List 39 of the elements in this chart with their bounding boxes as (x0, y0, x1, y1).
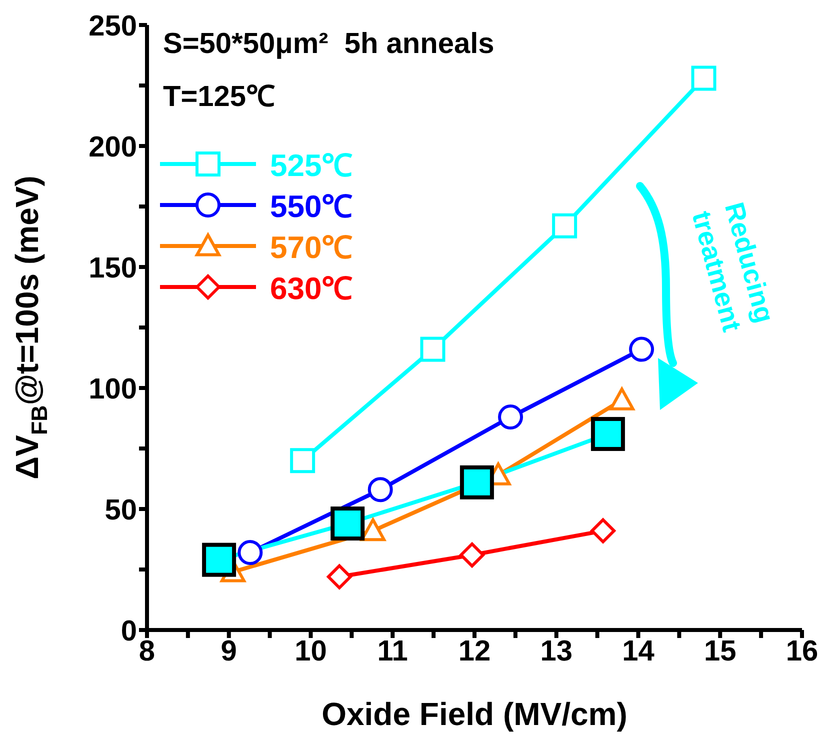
y-tick-label: 100 (88, 373, 137, 406)
point (691, 66, 716, 91)
y-tick-label: 200 (88, 131, 137, 164)
y-tick-label: 50 (104, 494, 137, 526)
x-axis-title: Oxide Field (MV/cm) (322, 696, 628, 732)
x-tick-label: 9 (220, 636, 237, 668)
annotation: T=125℃ (163, 80, 276, 114)
point (326, 564, 352, 590)
x-tick-label: 15 (704, 636, 736, 668)
point (629, 336, 654, 362)
point (460, 465, 494, 500)
y-tick-label: 150 (88, 252, 137, 284)
x-tick-label: 16 (786, 636, 818, 668)
point (330, 506, 365, 541)
point (590, 416, 625, 451)
legend-label: 525℃ (270, 146, 353, 184)
point (552, 213, 578, 238)
point (202, 542, 236, 577)
point (420, 336, 446, 362)
point (368, 477, 393, 502)
legend-label: 570℃ (270, 228, 353, 266)
x-tick-label: 13 (540, 636, 573, 668)
point (498, 404, 524, 430)
legend-label: 630℃ (270, 270, 353, 308)
x-tick-label: 10 (294, 636, 327, 668)
point (238, 540, 263, 566)
point (290, 448, 316, 474)
y-tick-label: 250 (88, 10, 137, 42)
legend-label: 550℃ (270, 188, 353, 226)
point (360, 518, 386, 542)
point (609, 388, 634, 410)
x-tick-label: 12 (458, 636, 491, 668)
x-tick-label: 14 (622, 636, 654, 668)
point (590, 518, 616, 544)
point (460, 542, 485, 568)
x-tick-label: 11 (377, 636, 408, 668)
y-tick-label: 0 (120, 615, 137, 648)
annotation: S=50*50μm² 5h anneals (163, 28, 494, 61)
x-tick-label: 8 (138, 636, 156, 668)
